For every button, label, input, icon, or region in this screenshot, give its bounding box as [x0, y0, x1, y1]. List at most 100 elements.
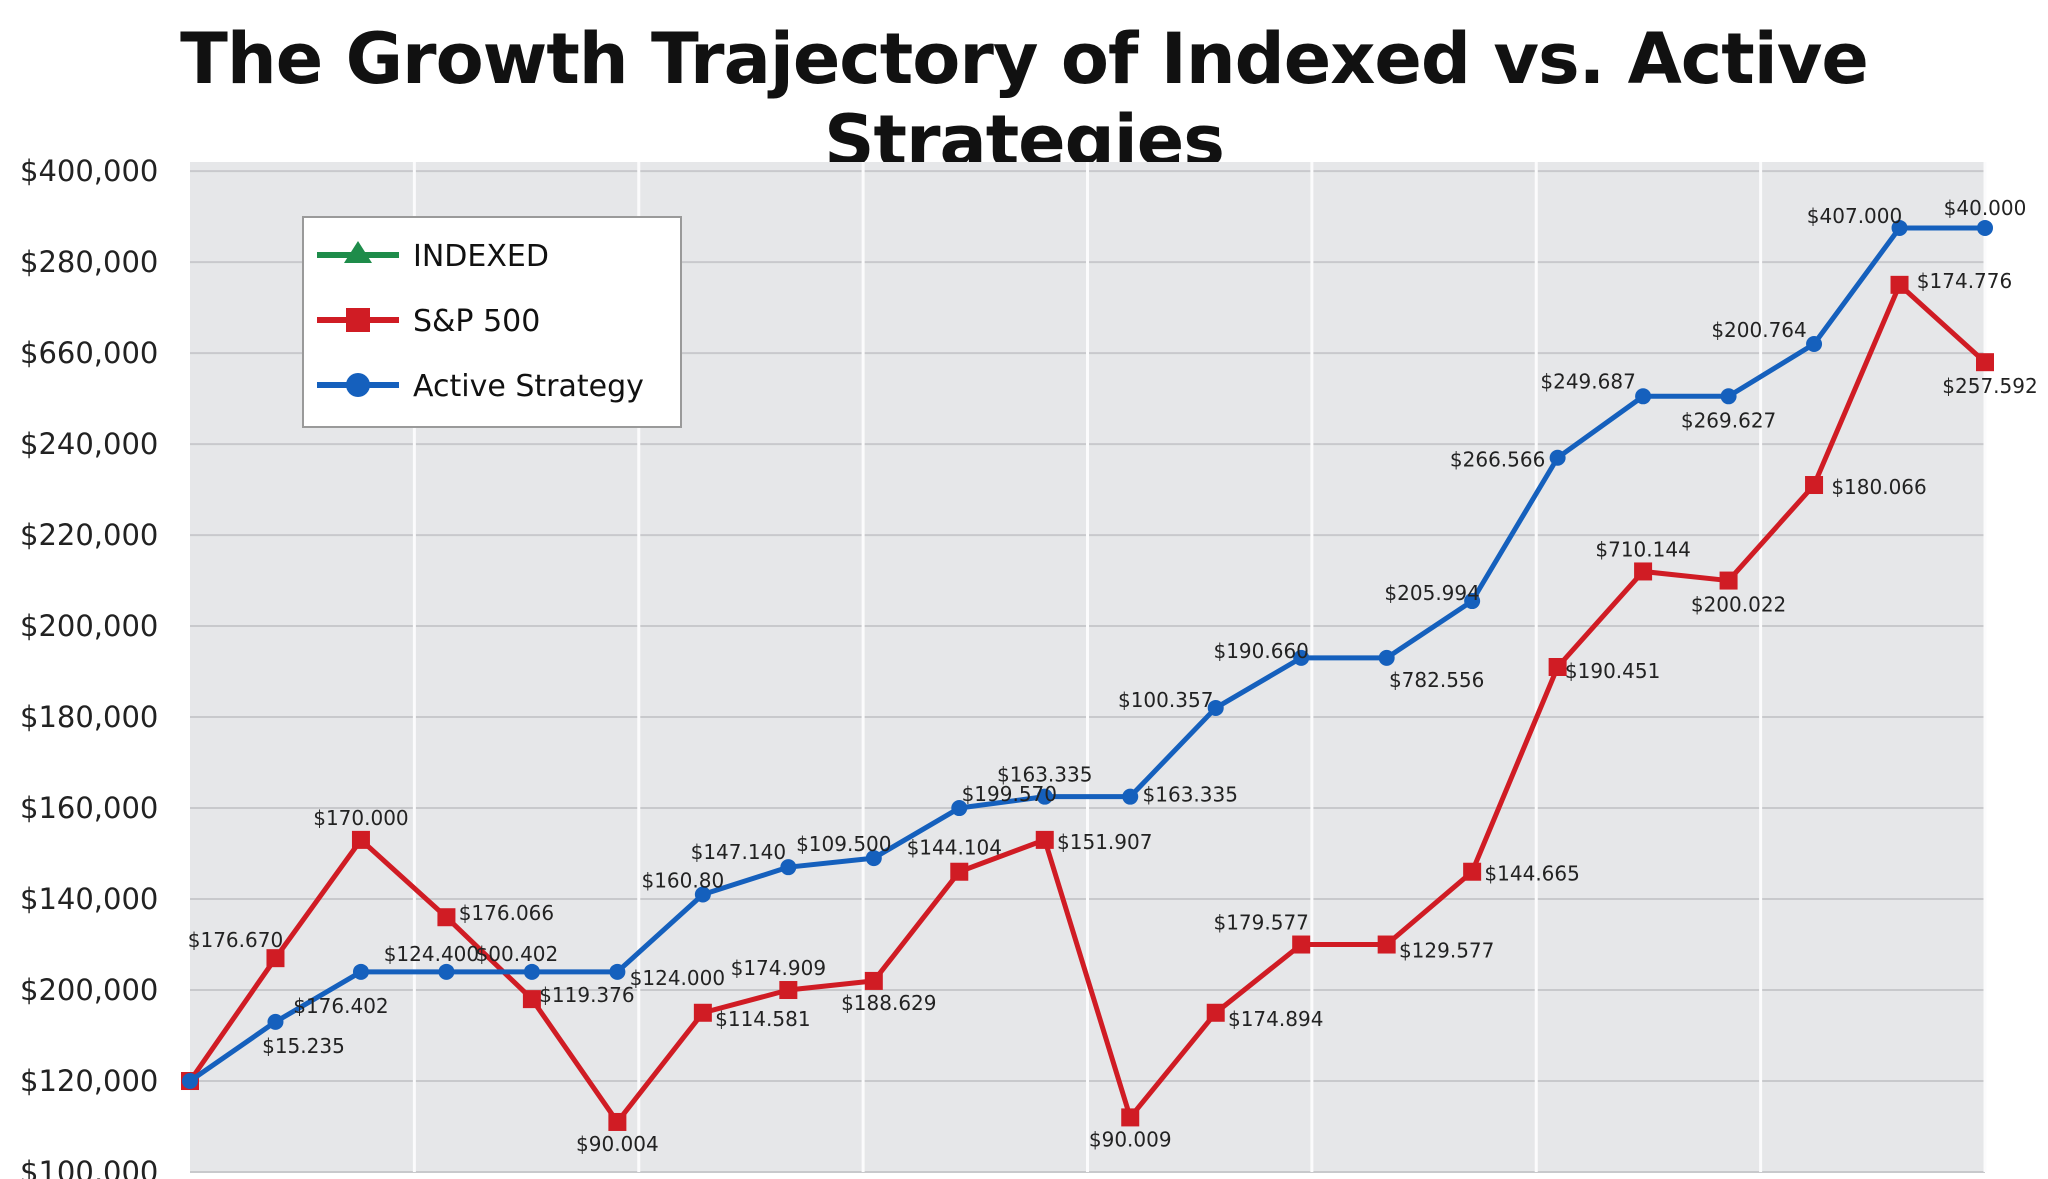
data-point-circle [1720, 388, 1737, 405]
data-point-circle [1378, 649, 1395, 666]
data-label: $190.451 [1565, 659, 1660, 683]
data-point-circle [951, 800, 968, 817]
data-point-square [1890, 275, 1909, 294]
y-tick-label: $160,000 [20, 791, 158, 825]
y-tick-label: $660,000 [20, 336, 158, 370]
data-point-square [1206, 1003, 1225, 1022]
legend-marker-square [346, 308, 370, 332]
data-label: $114.581 [715, 1007, 810, 1031]
data-label: $188.629 [841, 991, 936, 1015]
series-line-1 [187, 282, 1987, 1125]
data-label: $147.140 [691, 840, 786, 864]
y-tick-label: $280,000 [20, 245, 158, 279]
data-point-circle [267, 1013, 284, 1030]
data-label: $00.402 [476, 942, 559, 966]
data-point-circle [1464, 593, 1481, 610]
data-point-square [693, 1003, 712, 1022]
y-tick-label: $180,000 [20, 700, 158, 734]
y-tick-label: $200,000 [20, 609, 158, 643]
data-label: $176.066 [459, 901, 554, 925]
data-label: $782.556 [1389, 668, 1484, 692]
data-label: $249.687 [1540, 369, 1635, 393]
data-point-circle [1036, 788, 1053, 805]
legend-label: S&P 500 [413, 304, 540, 339]
data-point-square [608, 1112, 627, 1131]
data-point-square [1035, 830, 1054, 849]
data-point-square [864, 971, 883, 990]
data-point-square [1976, 353, 1994, 372]
data-point-circle [1207, 699, 1224, 716]
legend-marker-circle [346, 373, 370, 397]
data-label: $190.660 [1213, 639, 1308, 663]
data-label: $100.357 [1118, 688, 1213, 712]
y-tick-label: $240,000 [20, 427, 158, 461]
data-point-square [522, 990, 541, 1009]
data-label: $174.894 [1228, 1007, 1323, 1031]
legend: INDEXED S&P 500 Active Strategy [302, 216, 682, 428]
data-label: $163.335 [1143, 783, 1238, 807]
data-point-circle [1549, 449, 1566, 466]
data-point-circle [1635, 388, 1652, 405]
data-label: $119.376 [539, 983, 634, 1007]
data-label: $129.577 [1399, 939, 1494, 963]
y-tick-label: $220,000 [20, 518, 158, 552]
data-point-circle [182, 1073, 198, 1090]
data-point-circle [1122, 788, 1139, 805]
data-point-square [1377, 935, 1396, 954]
data-label: $407.000 [1807, 204, 1902, 228]
data-point-square [351, 830, 370, 849]
data-point-circle [1977, 219, 1993, 236]
data-label: $257.592 [1942, 374, 2037, 398]
data-point-square [779, 981, 798, 1000]
data-point-square [1121, 1108, 1140, 1127]
data-point-square [266, 949, 285, 968]
data-point-circle [609, 963, 626, 980]
data-label: $179.577 [1213, 911, 1308, 935]
data-point-circle [1293, 649, 1310, 666]
data-label: $151.907 [1057, 830, 1152, 854]
data-point-circle [1806, 335, 1823, 352]
data-label: $124.000 [630, 966, 725, 990]
data-point-square [1805, 476, 1824, 495]
data-label: $144.665 [1484, 862, 1579, 886]
data-point-square [1292, 935, 1311, 954]
data-label: $170.000 [313, 806, 408, 830]
y-tick-label: $120,000 [20, 1064, 158, 1098]
data-point-square [1719, 571, 1738, 590]
legend-label: INDEXED [413, 239, 549, 274]
data-label: $205.994 [1384, 581, 1479, 605]
y-tick-label: $140,000 [20, 882, 158, 916]
series [181, 219, 1994, 1131]
data-label: $710.144 [1595, 537, 1690, 561]
data-label: $109.500 [796, 832, 891, 856]
data-label: $90.009 [1089, 1127, 1172, 1151]
data-label: $199.570 [962, 782, 1057, 806]
series-line-2 [188, 225, 1985, 1084]
data-labels: $176.670 $170.000 $176.066 $119.376 $90.004 $… [188, 196, 2038, 1156]
y-tick-label: $200,000 [20, 973, 158, 1007]
data-label: $160.80 [641, 868, 724, 892]
legend-marker-triangle [344, 241, 372, 263]
data-point-square [437, 908, 456, 927]
data-label: $174.776 [1917, 269, 2012, 293]
data-label: $180.066 [1831, 475, 1926, 499]
data-label: $15.235 [262, 1034, 345, 1058]
data-point-circle [1891, 219, 1908, 236]
data-label: $200.764 [1711, 318, 1806, 342]
data-point-square [1634, 562, 1653, 581]
data-label: $90.004 [576, 1132, 659, 1156]
data-label: $124.400 [384, 942, 479, 966]
data-label: $40.000 [1944, 196, 2027, 220]
data-point-circle [352, 963, 369, 980]
data-point-square [1548, 658, 1567, 676]
data-label: $176.670 [188, 928, 283, 952]
data-label: $163.335 [997, 763, 1092, 787]
data-label: $174.909 [731, 956, 826, 980]
chart-title: The Growth Trajectory of Indexed vs. Act… [180, 18, 1869, 182]
y-tick-label: $400,000 [20, 154, 158, 188]
data-point-circle [780, 859, 797, 876]
data-label: $266.566 [1450, 448, 1545, 472]
data-point-square [950, 862, 969, 881]
data-label: $176.402 [293, 994, 388, 1018]
data-point-square [1463, 862, 1482, 881]
